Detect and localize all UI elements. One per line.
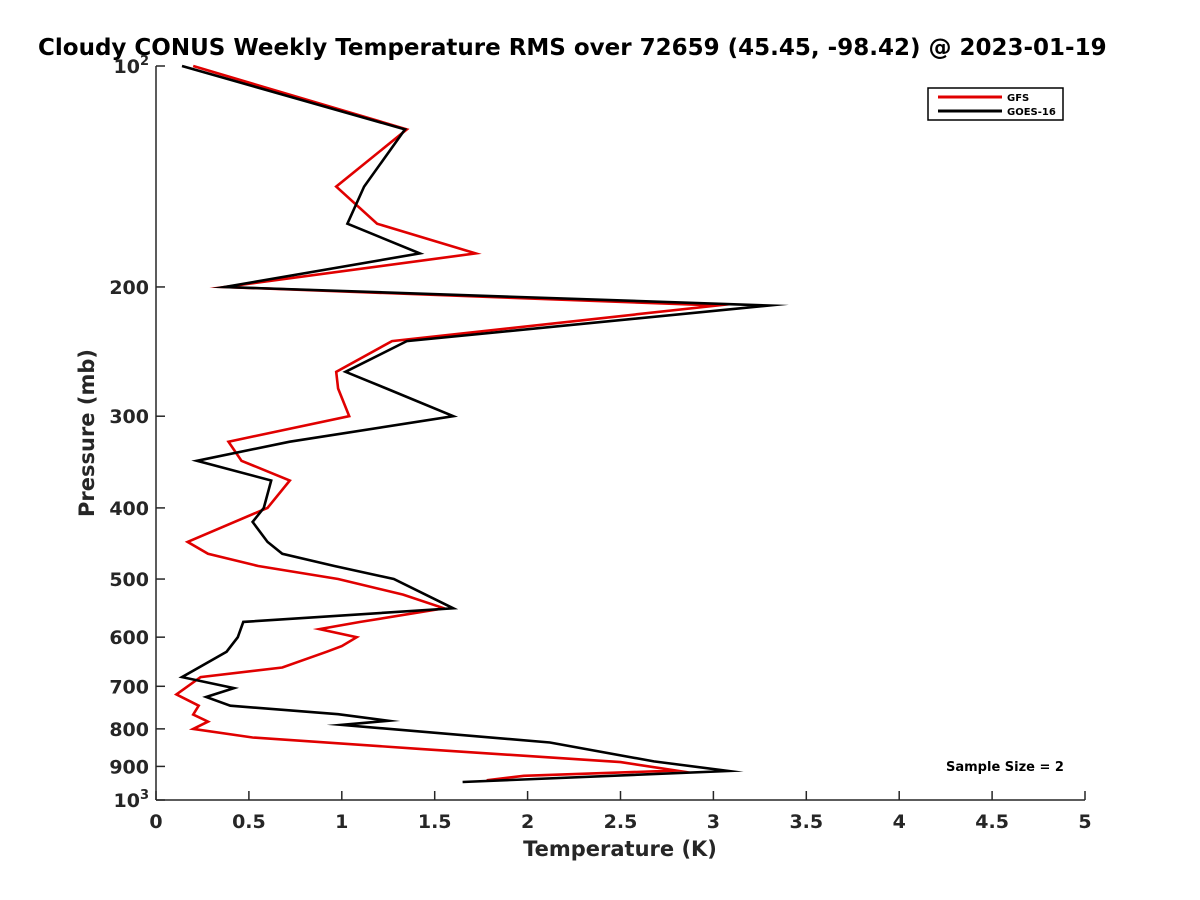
y-tick-label: 900 xyxy=(109,756,149,778)
sample-size-annotation: Sample Size = 2 xyxy=(946,760,1064,775)
y-tick-label: 700 xyxy=(109,676,149,698)
y-tick-label: 500 xyxy=(109,569,149,591)
x-tick-label: 3 xyxy=(707,811,720,833)
legend-box xyxy=(927,87,1064,121)
legend-label-gfs: GFS xyxy=(1007,93,1029,104)
y-tick-label: 600 xyxy=(109,627,149,649)
y-tick-label: 300 xyxy=(109,406,149,428)
series-line-goes16 xyxy=(178,64,789,784)
y-tick-label: 200 xyxy=(109,277,149,299)
y-tick-label: 400 xyxy=(109,498,149,520)
x-axis-title: Temperature (K) xyxy=(523,837,717,861)
legend: GFS GOES-16 xyxy=(927,87,1064,121)
x-tick-label: 1 xyxy=(335,811,348,833)
x-tick-label: 0.5 xyxy=(232,811,266,833)
x-tick-label: 5 xyxy=(1078,811,1091,833)
series-line-gfs xyxy=(173,64,735,782)
x-tick-label: 1.5 xyxy=(418,811,452,833)
x-tick-label: 4.5 xyxy=(975,811,1009,833)
x-tick-label: 4 xyxy=(893,811,906,833)
x-tick-label: 0 xyxy=(149,811,162,833)
series-layer xyxy=(173,64,789,784)
y-tick-label: 102 xyxy=(114,54,150,78)
x-tick-label: 2 xyxy=(521,811,534,833)
y-ticks: 102 200 300 400 500 600 700 800 900 103 xyxy=(109,54,165,812)
y-axis-title: Pressure (mb) xyxy=(75,349,99,517)
y-tick-label: 800 xyxy=(109,719,149,741)
x-tick-label: 2.5 xyxy=(604,811,638,833)
y-tick-label: 103 xyxy=(114,788,150,812)
x-ticks: 0 0.5 1 1.5 2 2.5 3 3.5 4 4.5 5 xyxy=(149,791,1092,833)
chart-title: Cloudy CONUS Weekly Temperature RMS over… xyxy=(38,35,1107,61)
axes-layer xyxy=(155,66,1085,801)
x-tick-label: 3.5 xyxy=(789,811,823,833)
legend-label-goes16: GOES-16 xyxy=(1007,107,1056,118)
